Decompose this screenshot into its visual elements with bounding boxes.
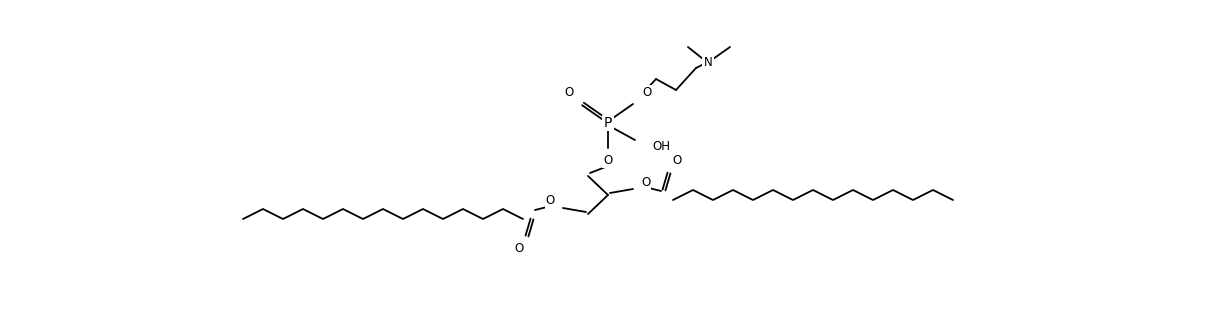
Text: OH: OH xyxy=(651,140,670,152)
Text: O: O xyxy=(642,86,651,100)
Text: N: N xyxy=(704,57,712,69)
Text: O: O xyxy=(640,176,650,188)
Text: O: O xyxy=(604,153,612,167)
Text: O: O xyxy=(515,243,525,255)
Text: O: O xyxy=(565,85,573,99)
Text: O: O xyxy=(545,194,555,208)
Text: O: O xyxy=(672,155,681,167)
Text: P: P xyxy=(604,116,612,130)
